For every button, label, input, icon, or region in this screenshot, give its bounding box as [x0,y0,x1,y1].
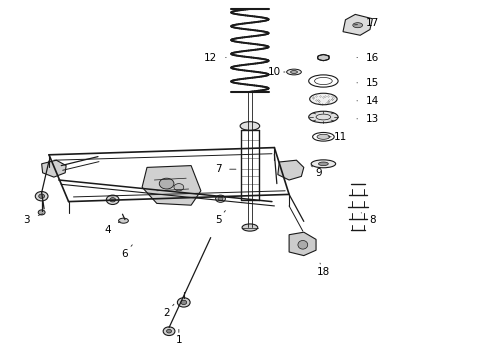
Ellipse shape [35,192,48,201]
Text: 2: 2 [163,304,174,318]
Ellipse shape [38,210,45,215]
Text: 17: 17 [354,18,379,28]
Ellipse shape [291,71,297,73]
Ellipse shape [318,162,328,166]
Text: 13: 13 [357,114,379,124]
Text: 11: 11 [328,132,347,142]
Ellipse shape [119,218,128,223]
Text: 8: 8 [361,213,376,225]
Text: 18: 18 [317,263,330,277]
Ellipse shape [159,178,174,189]
Ellipse shape [298,240,308,249]
Ellipse shape [181,300,187,305]
Polygon shape [142,166,201,205]
Ellipse shape [242,224,258,231]
Text: 12: 12 [204,53,226,63]
Ellipse shape [106,195,119,204]
Ellipse shape [167,329,172,333]
Text: 7: 7 [215,164,236,174]
Ellipse shape [287,69,301,75]
Text: 15: 15 [357,78,379,88]
Ellipse shape [216,195,225,202]
Ellipse shape [174,184,184,191]
Polygon shape [289,232,316,256]
Text: 14: 14 [357,96,379,106]
Ellipse shape [110,198,116,202]
Ellipse shape [317,134,330,139]
Ellipse shape [309,111,338,123]
Ellipse shape [240,122,260,130]
Text: 16: 16 [357,53,379,63]
Text: 4: 4 [104,221,120,235]
Polygon shape [42,160,66,177]
Ellipse shape [39,194,45,198]
Text: 5: 5 [215,211,225,225]
Ellipse shape [318,55,329,60]
Ellipse shape [311,160,336,168]
Ellipse shape [177,298,190,307]
Text: 3: 3 [24,214,43,225]
Ellipse shape [163,327,175,336]
Text: 1: 1 [175,329,182,345]
Text: 9: 9 [311,166,322,178]
Text: 10: 10 [268,67,285,77]
Ellipse shape [353,23,363,28]
Ellipse shape [310,93,337,105]
Polygon shape [278,160,304,180]
Polygon shape [343,14,372,35]
Ellipse shape [218,197,223,201]
Text: 6: 6 [122,245,132,259]
